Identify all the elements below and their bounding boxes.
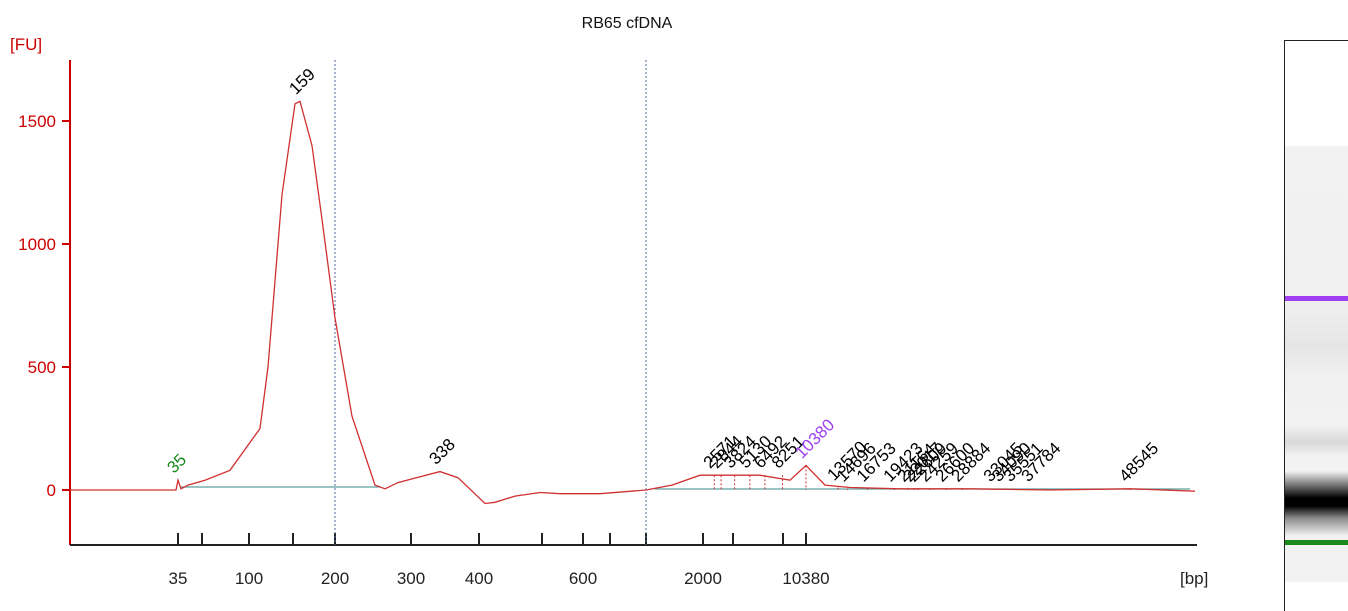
x-tick-label: 400 — [465, 569, 493, 588]
gel-image-panel — [1284, 40, 1348, 611]
trace-layer — [70, 100, 1196, 505]
electropherogram-chart: RB65 cfDNA [FU] [bp] 0 500 1000 1500 35 100 20… — [10, 15, 1208, 588]
peak-label: 159 — [285, 65, 318, 98]
x-tick-label: 100 — [235, 569, 263, 588]
x-tick-label: 300 — [397, 569, 425, 588]
y-tick-label: 1500 — [18, 112, 56, 131]
peak-label: 48545 — [1115, 439, 1162, 486]
chart-title: RB65 cfDNA — [582, 15, 673, 32]
y-tick-label: 500 — [28, 358, 56, 377]
x-tick-label: 35 — [169, 569, 188, 588]
axes: 0 500 1000 1500 35 100 200 300 400 600 2000 10380 — [18, 60, 1197, 588]
x-tick-label: 10380 — [782, 569, 829, 588]
y-tick-label: 0 — [47, 481, 56, 500]
y-tick-label: 1000 — [18, 235, 56, 254]
x-axis-label: [bp] — [1180, 569, 1208, 588]
y-axis-label: [FU] — [10, 35, 42, 54]
trace-line — [70, 100, 1196, 505]
lower-marker-band — [1285, 540, 1348, 545]
gel-lane — [1285, 146, 1348, 582]
x-tick-label: 2000 — [684, 569, 722, 588]
x-tick-label: 600 — [569, 569, 597, 588]
peak-label: 35 — [163, 450, 190, 477]
peak-label: 338 — [425, 435, 458, 468]
x-tick-label: 200 — [321, 569, 349, 588]
upper-marker-band — [1285, 296, 1348, 301]
